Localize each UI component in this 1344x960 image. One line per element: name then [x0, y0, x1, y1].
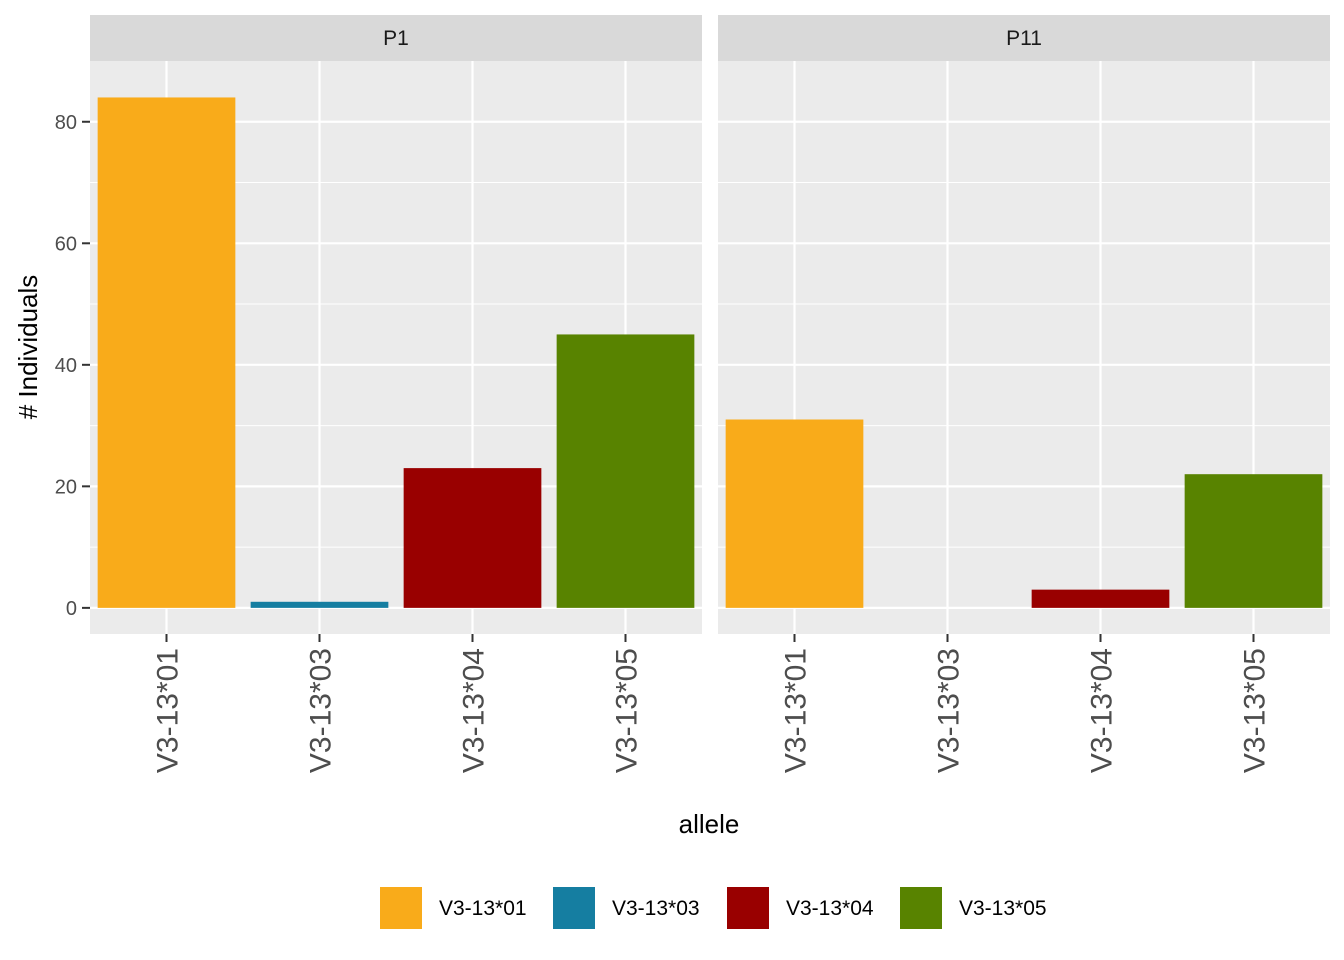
facet-strip — [718, 15, 1330, 61]
legend-label: V3-13*01 — [439, 897, 527, 920]
panel-p11: P11 V3-13*01 V3-13*03 V3-13*04 V3-13*05 — [718, 15, 1330, 773]
bar-p1-4 — [556, 334, 695, 608]
x-tick-label: V3-13*01 — [780, 648, 813, 773]
panels: P1 V3-13*01 V3-13*03 V3-13*04 V3-13*05 P11 V3-… — [90, 15, 1330, 773]
bar-p11-3 — [1031, 589, 1170, 608]
legend-swatch — [553, 887, 595, 929]
y-axis: 0 20 40 60 80 — [55, 112, 90, 620]
bar-p1-2 — [250, 601, 389, 608]
legend-swatch — [727, 887, 769, 929]
y-tick-label: 0 — [66, 598, 77, 620]
x-tick-label: V3-13*04 — [458, 648, 491, 773]
x-tick-label: V3-13*03 — [305, 648, 338, 773]
facet-strip — [90, 15, 702, 61]
y-tick-label: 60 — [55, 233, 77, 255]
y-tick-label: 80 — [55, 112, 77, 134]
legend-label: V3-13*05 — [959, 897, 1047, 920]
panel-p1: P1 V3-13*01 V3-13*03 V3-13*04 V3-13*05 — [90, 15, 702, 773]
x-axis-title: allele — [679, 809, 740, 839]
y-axis-title: # Individuals — [13, 275, 43, 420]
facet-strip-label: P11 — [1006, 27, 1042, 50]
legend-label: V3-13*03 — [612, 897, 700, 920]
x-tick-label: V3-13*01 — [152, 648, 185, 773]
bar-p11-1 — [725, 419, 864, 608]
facet-strip-label: P1 — [383, 27, 409, 50]
x-tick-label: V3-13*03 — [933, 648, 966, 773]
bar-p11-4 — [1184, 474, 1323, 608]
bar-p1-3 — [403, 468, 542, 608]
legend-swatch — [380, 887, 422, 929]
y-tick-label: 20 — [55, 476, 77, 498]
x-tick-label: V3-13*05 — [611, 648, 644, 773]
y-tick-label: 40 — [55, 355, 77, 377]
x-tick-label: V3-13*04 — [1086, 648, 1119, 773]
x-tick-label: V3-13*05 — [1239, 648, 1272, 773]
legend: V3-13*01 V3-13*03 V3-13*04 V3-13*05 — [380, 887, 1047, 929]
legend-label: V3-13*04 — [786, 897, 874, 920]
legend-swatch — [900, 887, 942, 929]
bar-p1-1 — [97, 97, 236, 608]
